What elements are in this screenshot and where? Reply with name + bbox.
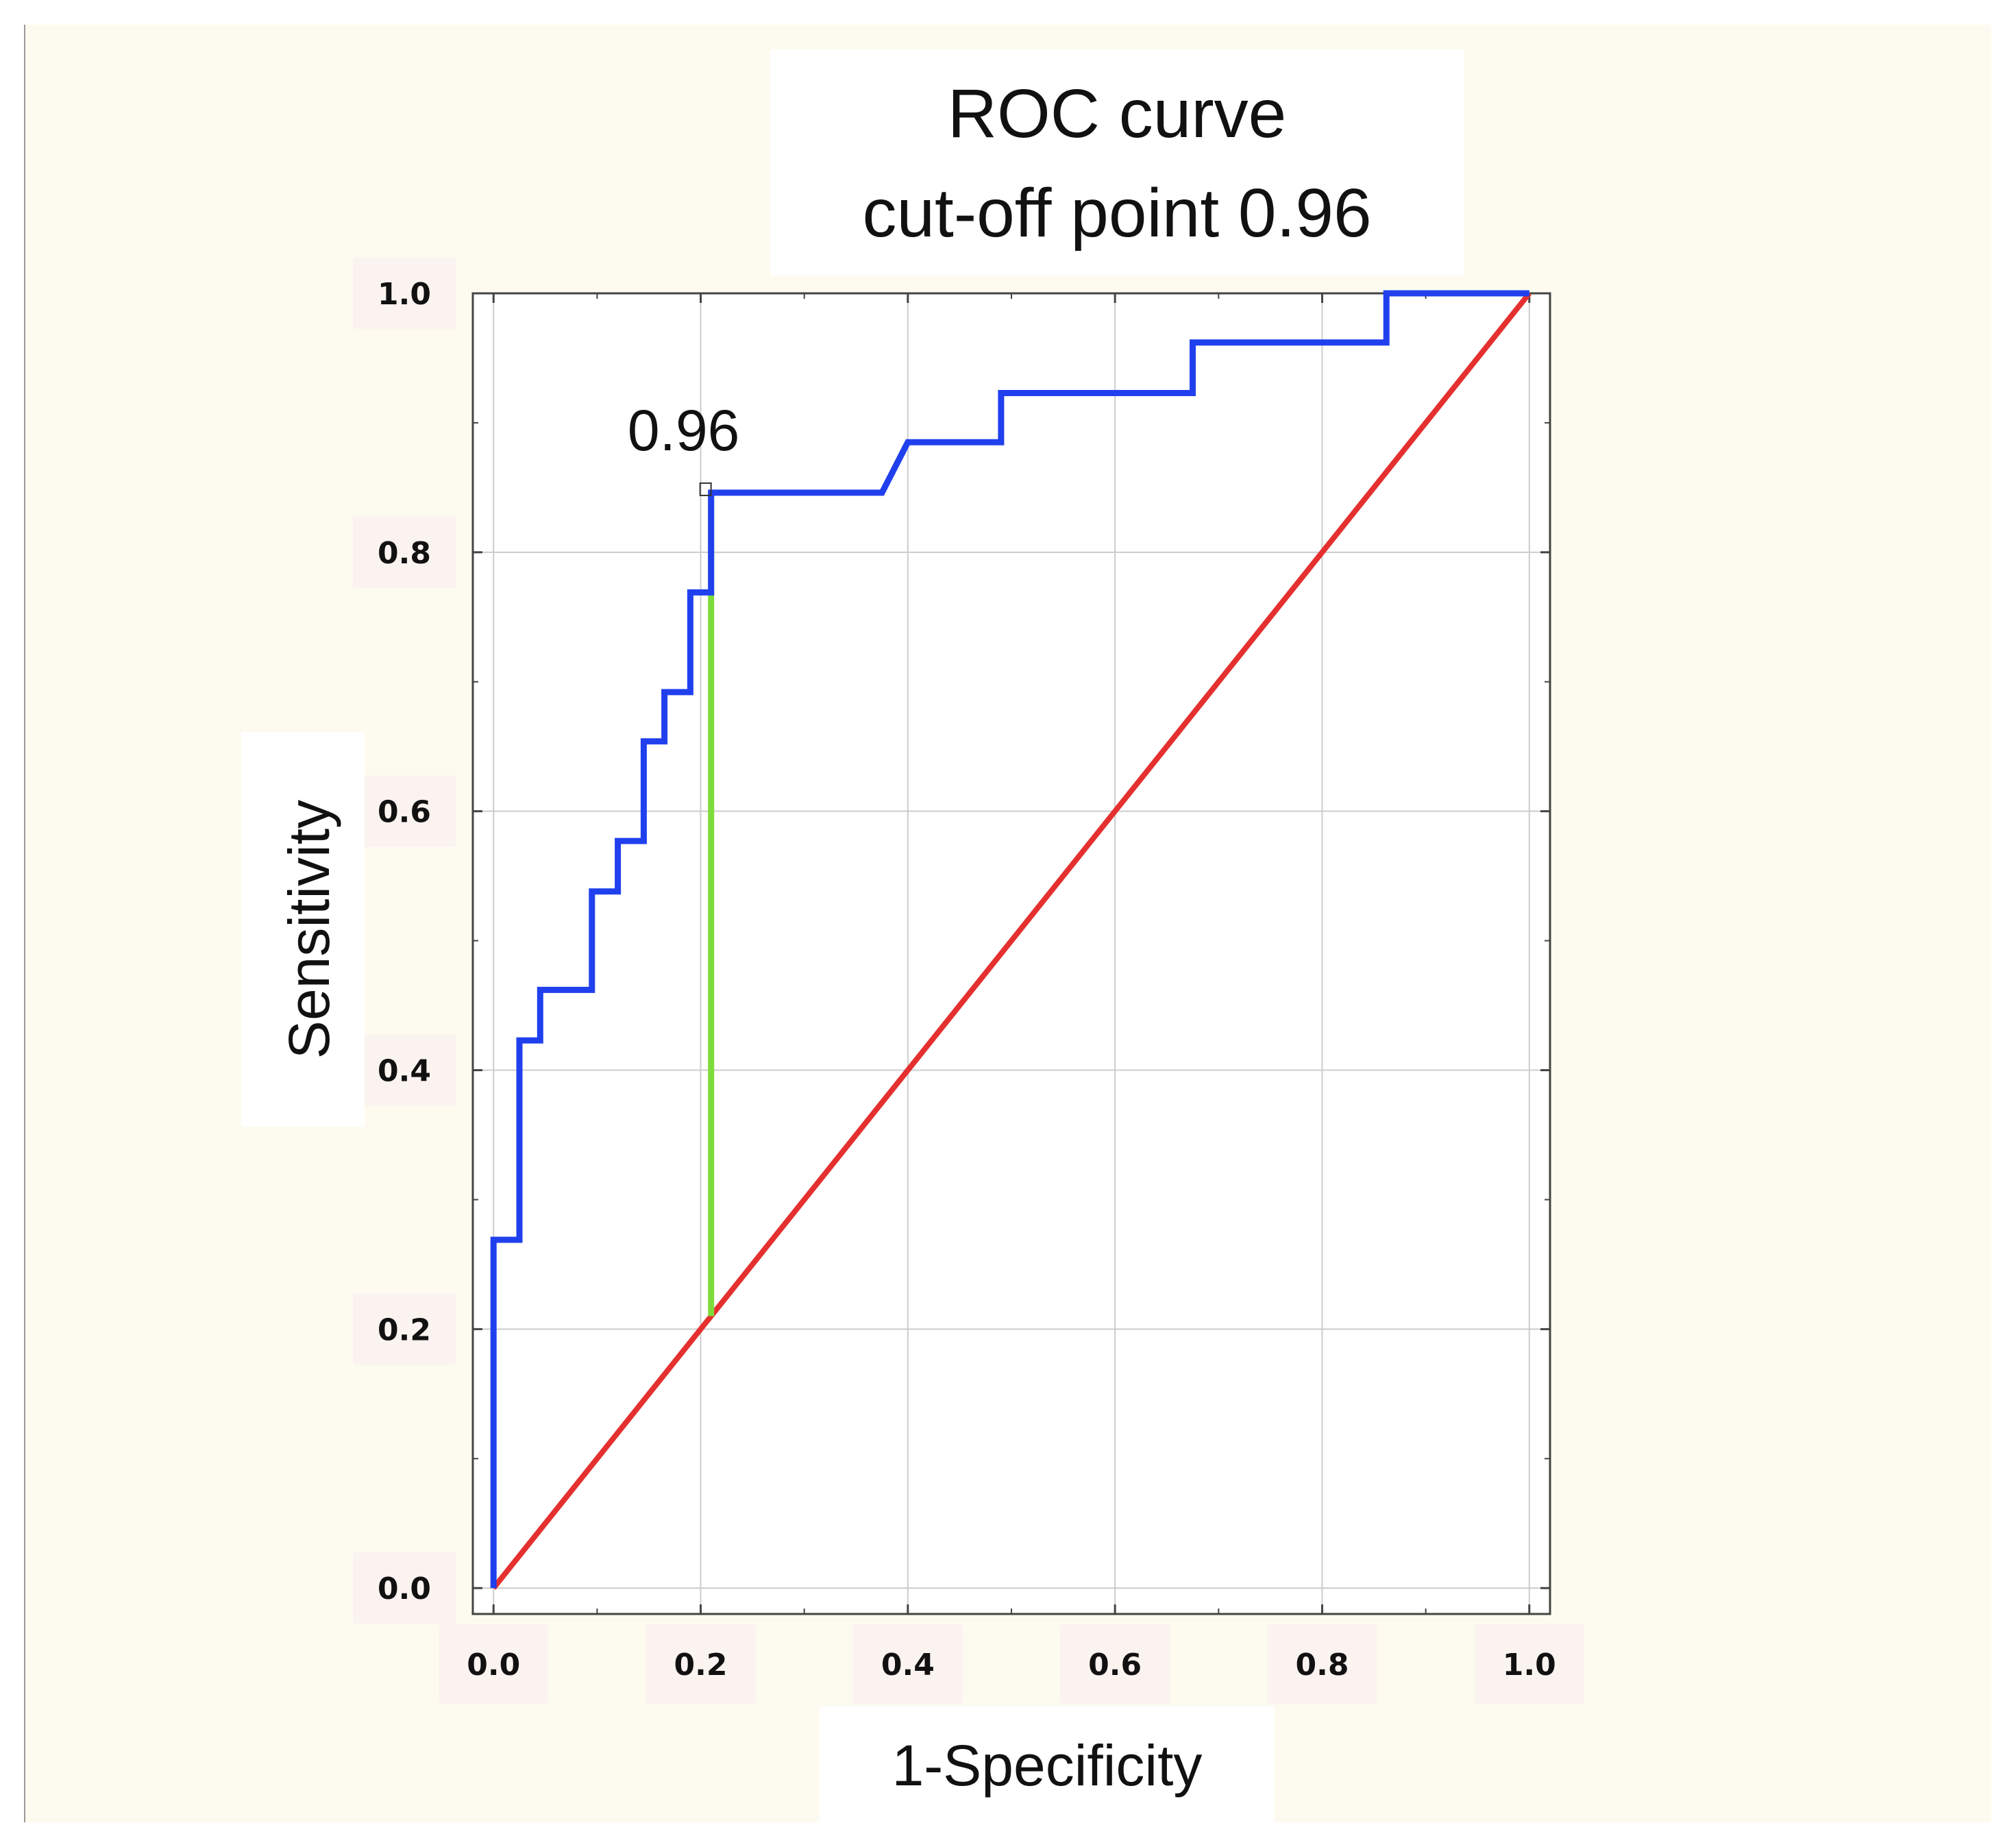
y-tick-label-box [353, 775, 456, 847]
x-tick-label-box [852, 1624, 963, 1704]
y-tick-label: 0.4 [378, 1054, 431, 1089]
title-box [770, 49, 1464, 276]
y-tick-label-box [353, 258, 456, 329]
x-tick-label-box [1474, 1624, 1584, 1704]
chart-title-line-2: cut-off point 0.96 [862, 175, 1371, 252]
chart-title-line-1: ROC curve [948, 75, 1287, 152]
y-axis-label: Sensitivity [277, 800, 341, 1059]
x-tick-label: 0.2 [674, 1648, 728, 1683]
y-tick-label: 0.8 [378, 536, 431, 571]
y-tick-label: 0.6 [378, 795, 431, 830]
y-tick-label: 1.0 [378, 277, 431, 312]
x-tick-label: 0.4 [881, 1648, 935, 1683]
y-tick-label: 0.2 [378, 1312, 431, 1347]
y-tick-label-box [353, 1552, 456, 1624]
reference-diagonal-line [491, 291, 1532, 1590]
x-tick-label: 0.0 [467, 1648, 520, 1683]
cutoff-annotation: 0.96 [628, 398, 740, 463]
y-tick-label-box [353, 1034, 456, 1106]
y-tick-label: 0.0 [378, 1571, 431, 1606]
x-tick-label-box [1267, 1624, 1377, 1704]
cutoff-marker [699, 482, 712, 496]
y-axis-label-box [241, 732, 365, 1127]
x-tick-label: 0.8 [1295, 1648, 1349, 1683]
x-tick-label: 1.0 [1503, 1648, 1556, 1683]
x-tick-label-box [439, 1624, 549, 1704]
y-tick-label-box [353, 516, 456, 588]
x-axis-label: 1-Specificity [892, 1733, 1203, 1798]
x-tick-label-box [1060, 1624, 1170, 1704]
x-tick-label: 0.6 [1088, 1648, 1142, 1683]
x-tick-label-box [646, 1624, 756, 1704]
roc-curve-line [490, 290, 1529, 1589]
x-axis-label-box [820, 1707, 1275, 1830]
y-tick-label-box [353, 1293, 456, 1365]
